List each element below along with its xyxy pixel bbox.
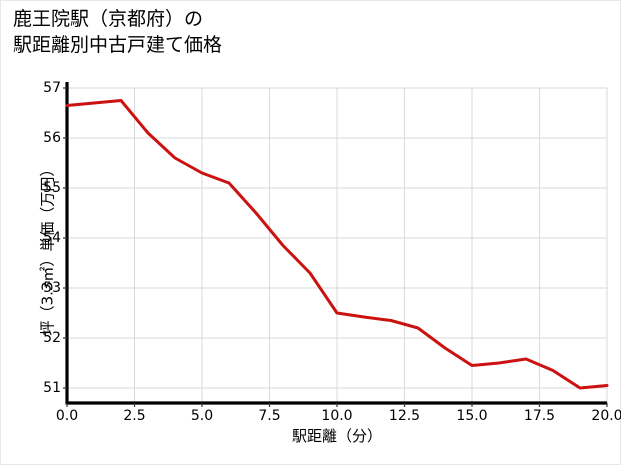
y-tick-label: 51 xyxy=(43,380,61,396)
x-tick-label: 20.0 xyxy=(591,408,621,424)
y-tick-label: 55 xyxy=(43,180,61,196)
y-tick-label: 54 xyxy=(43,230,61,246)
x-tick-label: 2.5 xyxy=(123,408,146,424)
y-tick-label: 56 xyxy=(43,130,61,146)
y-tick-label: 57 xyxy=(43,80,61,96)
x-tick-label: 10.0 xyxy=(321,408,353,424)
y-tick-label: 52 xyxy=(43,330,61,346)
y-tick-labels: 57 56 55 54 53 52 51 xyxy=(6,0,61,465)
gridlines xyxy=(67,87,608,403)
y-axis-label: 坪（3.3㎡）単価（万円） xyxy=(38,161,57,336)
axis-lines xyxy=(65,82,607,405)
x-tick-label: 0.0 xyxy=(55,408,79,424)
x-tick-label: 5.0 xyxy=(190,408,214,424)
x-tick-label: 7.5 xyxy=(258,408,281,424)
data-line-series xyxy=(65,99,609,390)
chart-title: 鹿王院駅（京都府）の 駅距離別中古戸建て価格 xyxy=(13,8,223,56)
y-tick-label: 53 xyxy=(43,280,61,296)
x-tick-label: 17.5 xyxy=(523,408,556,424)
tick-marks xyxy=(63,87,608,407)
x-tick-label: 15.0 xyxy=(456,408,488,424)
x-tick-label: 12.5 xyxy=(388,408,421,424)
x-axis-label: 駅距離（分） xyxy=(291,427,382,445)
